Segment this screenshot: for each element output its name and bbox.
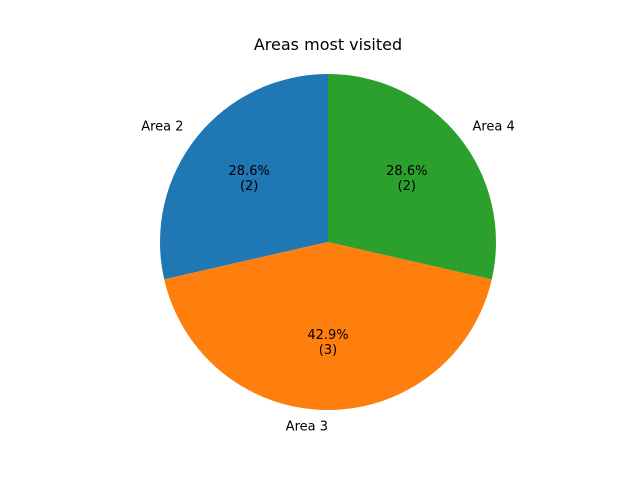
slice-percent-label: 42.9% (3) bbox=[307, 328, 348, 358]
slice-category-label: Area 3 bbox=[286, 419, 328, 434]
chart-title: Areas most visited bbox=[254, 35, 402, 54]
slice-category-label: Area 4 bbox=[472, 119, 514, 134]
slice-percent-label: 28.6% (2) bbox=[386, 164, 427, 194]
slice-category-label: Area 2 bbox=[141, 119, 183, 134]
slice-percent-label: 28.6% (2) bbox=[229, 164, 270, 194]
pie-slice-area-2 bbox=[159, 74, 328, 280]
pie-slice-area-3 bbox=[164, 242, 492, 411]
pie-slice-area-4 bbox=[328, 74, 497, 280]
pie-labels: Area 2 28.6% (2) Area 3 42.9% (3) Area 4 28.6%(… bbox=[141, 119, 515, 434]
pie-slices bbox=[159, 74, 497, 411]
